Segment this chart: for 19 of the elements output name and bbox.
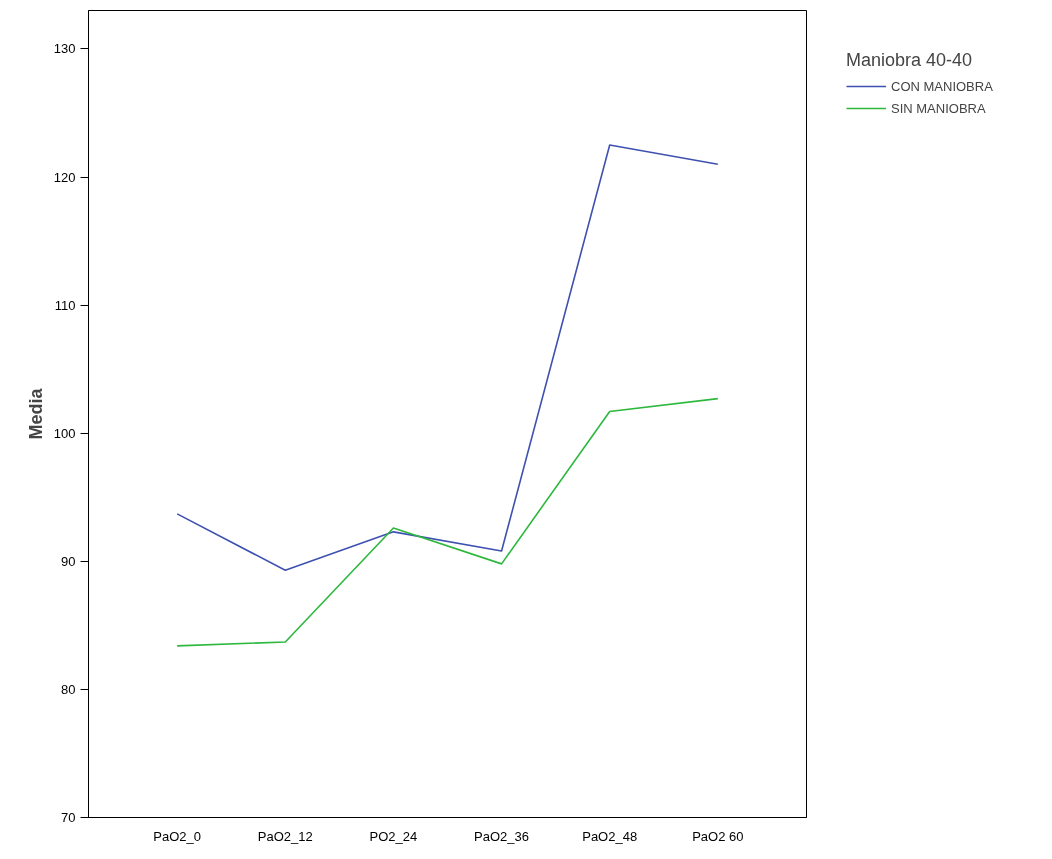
y-tick-label: 80 — [61, 681, 76, 697]
line-series — [176, 397, 719, 647]
legend-label: SIN MANIOBRA — [891, 100, 986, 116]
y-tick-label: 120 — [53, 169, 76, 185]
x-tick-label: PaO2 60 — [692, 828, 744, 844]
legend-label: CON MANIOBRA — [891, 78, 993, 94]
x-tick-label: PO2_24 — [369, 828, 418, 844]
legend-title: Maniobra 40-40 — [846, 50, 974, 71]
x-tick-label: PaO2_12 — [257, 828, 313, 844]
y-tick-label: 100 — [53, 425, 76, 441]
y-tick-label: 110 — [54, 297, 76, 313]
y-axis-title: Media — [25, 387, 46, 440]
y-tick-label: 130 — [53, 41, 76, 57]
line-series — [176, 144, 719, 572]
y-tick-label: 70 — [61, 810, 76, 825]
x-tick-label: PaO2_0 — [153, 828, 202, 844]
x-tick-label: PaO2_48 — [582, 828, 638, 844]
x-tick-label: PaO2_36 — [474, 828, 530, 844]
y-tick-label: 90 — [61, 553, 76, 569]
